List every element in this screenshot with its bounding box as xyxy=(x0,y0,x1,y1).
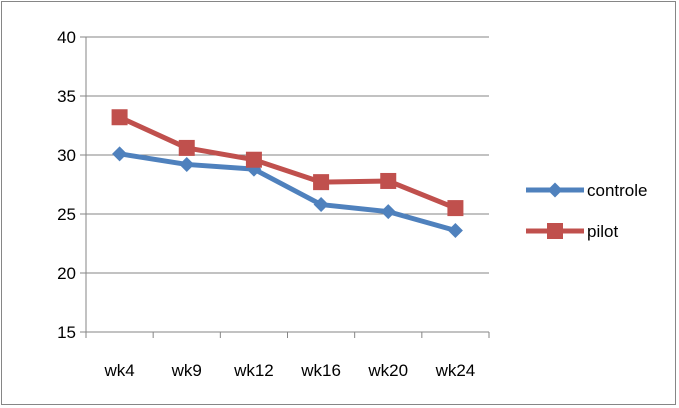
y-tick-label: 15 xyxy=(57,323,76,342)
legend: controle pilot xyxy=(526,181,647,241)
data-point-pilot xyxy=(380,172,397,189)
gridlines xyxy=(86,36,489,274)
x-tick-label: wk4 xyxy=(103,361,134,380)
y-tick-label: 35 xyxy=(57,87,76,106)
x-tick-label: wk20 xyxy=(367,361,408,380)
legend-label: controle xyxy=(587,181,647,200)
series-pilot xyxy=(111,109,464,217)
y-tick-label: 25 xyxy=(57,205,76,224)
data-point-controle xyxy=(447,223,463,239)
axes xyxy=(80,36,490,338)
legend-item-controle: controle xyxy=(526,181,647,200)
legend-label: pilot xyxy=(587,222,618,241)
y-tick-label: 30 xyxy=(57,146,76,165)
data-point-pilot xyxy=(111,109,128,126)
series-line-controle xyxy=(119,151,457,233)
y-axis-tick-labels: 15 20 25 30 35 40 xyxy=(57,28,76,342)
x-tick-label: wk12 xyxy=(233,361,274,380)
data-point-controle xyxy=(313,197,329,213)
series-line-pilot xyxy=(118,114,457,211)
data-point-controle xyxy=(380,204,396,220)
legend-item-pilot: pilot xyxy=(526,222,618,241)
x-axis-tick-labels: wk4 wk9 wk12 wk16 wk20 wk24 xyxy=(103,361,475,380)
data-point-controle xyxy=(179,156,195,172)
legend-swatch-marker xyxy=(547,223,563,239)
data-point-pilot xyxy=(245,151,262,168)
data-point-pilot xyxy=(178,139,195,156)
y-tick-label: 20 xyxy=(57,264,76,283)
data-point-pilot xyxy=(313,174,330,191)
series xyxy=(111,109,464,239)
legend-swatch-marker xyxy=(547,182,563,198)
y-tick-label: 40 xyxy=(57,28,76,47)
x-tick-label: wk24 xyxy=(435,361,476,380)
x-tick-label: wk9 xyxy=(171,361,202,380)
data-point-pilot xyxy=(447,200,464,217)
data-point-controle xyxy=(112,146,128,162)
x-tick-label: wk16 xyxy=(300,361,341,380)
